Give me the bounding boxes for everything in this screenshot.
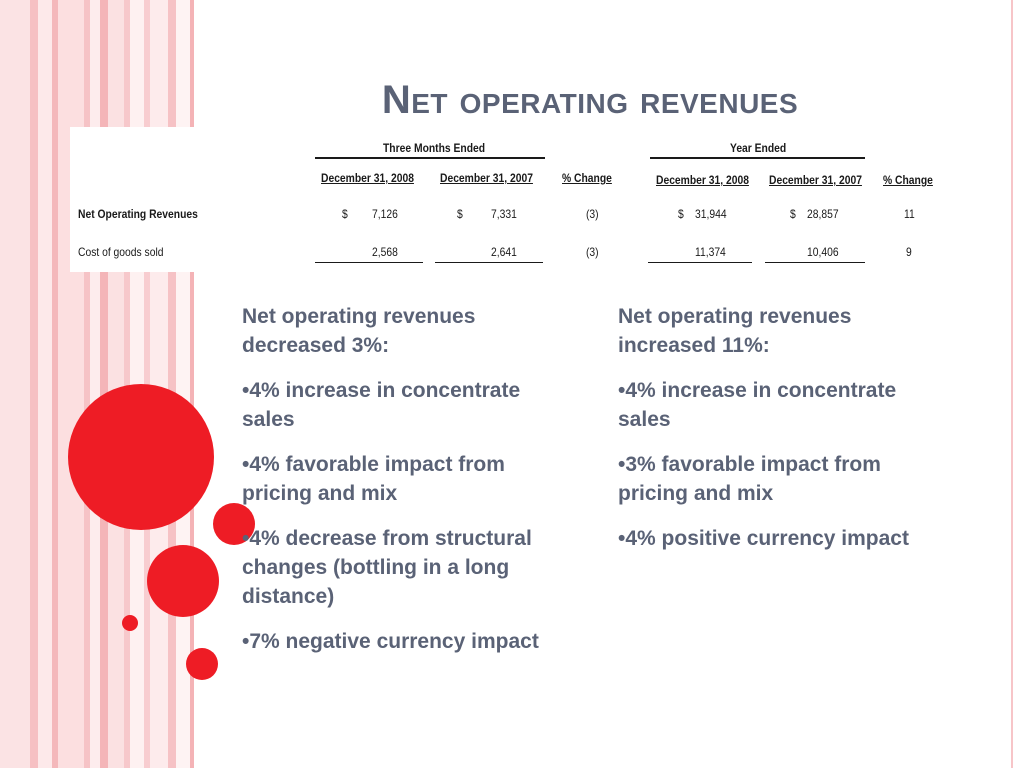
increase-summary: Net operating revenues increased 11%: •4… [618,302,948,569]
decorative-circle-large [68,384,214,530]
col-q-2008: December 31, 2008 [321,171,414,185]
bullet-item: •4% increase in concentrate sales [242,379,521,431]
total-rule [435,262,543,263]
row-label: Cost of goods sold [78,245,164,259]
decrease-summary: Net operating revenues decreased 3%: •4%… [242,302,562,672]
header-rule [650,157,865,159]
cell-value: 10,406 [807,245,839,259]
bullet-item: •4% decrease from structural changes (bo… [242,527,532,608]
decorative-stripes [0,0,200,768]
decrease-heading: Net operating revenues decreased 3%: [242,305,476,357]
bullet-item: •4% positive currency impact [618,527,909,550]
cell-value: (3) [586,245,599,259]
cell-value: 7,126 [372,207,398,221]
cell-value: 11,374 [695,245,726,259]
cell-value: 31,944 [695,207,727,221]
col-y-2008: December 31, 2008 [656,173,749,187]
decorative-circle-small-2 [186,648,218,680]
decorative-right-line [1011,0,1013,768]
bullet-item: •4% increase in concentrate sales [618,379,897,431]
decorative-circle-tiny [122,615,138,631]
col-y-change: % Change [883,173,933,187]
cell-value: 9 [906,245,912,259]
decorative-circle-medium [147,545,219,617]
total-rule [648,262,752,263]
header-three-months: Three Months Ended [383,141,486,155]
bullet-item: •7% negative currency impact [242,630,539,653]
header-rule [315,157,545,159]
decorative-circle-small [213,503,255,545]
cell-value: 7,331 [491,207,517,221]
cell-value: 28,857 [807,207,839,221]
total-rule [765,262,865,263]
col-q-2007: December 31, 2007 [440,171,533,185]
slide-title: Net operating revenues [381,78,799,122]
financial-table: Three Months Ended Year Ended December 3… [70,127,950,272]
increase-heading: Net operating revenues increased 11%: [618,305,852,357]
bullet-item: •4% favorable impact from pricing and mi… [242,453,505,505]
row-label: Net Operating Revenues [78,207,198,221]
col-y-2007: December 31, 2007 [769,173,862,187]
currency-symbol: $ [678,207,684,221]
header-year: Year Ended [730,141,787,155]
cell-value: 11 [904,207,915,221]
currency-symbol: $ [342,207,348,221]
cell-value: 2,641 [491,245,517,259]
cell-value: (3) [586,207,599,221]
cell-value: 2,568 [372,245,398,259]
bullet-item: •3% favorable impact from pricing and mi… [618,453,881,505]
currency-symbol: $ [790,207,796,221]
currency-symbol: $ [457,207,463,221]
total-rule [315,262,423,263]
col-q-change: % Change [562,171,612,185]
